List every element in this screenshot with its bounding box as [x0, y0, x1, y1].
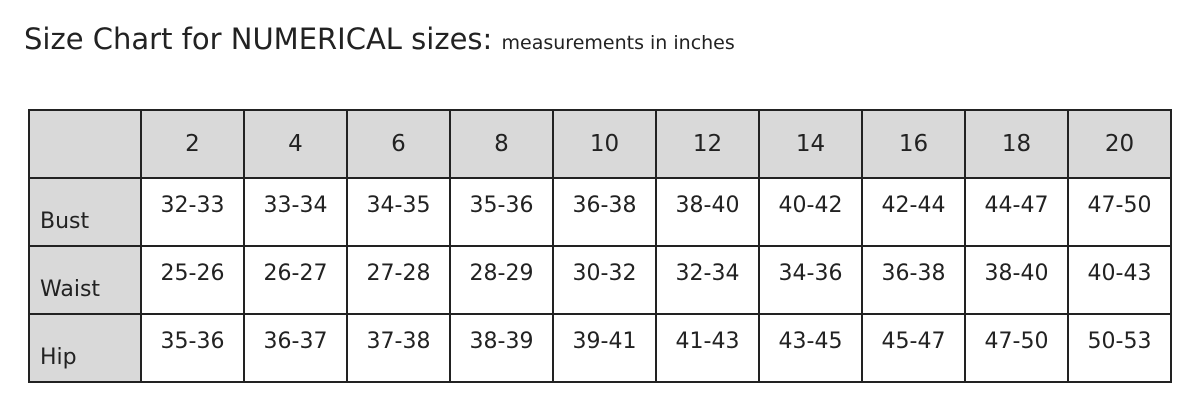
measurement-cell: 47-50 [964, 313, 1069, 383]
table-row: Hip 35-36 36-37 37-38 38-39 39-41 41-43 43-45 45… [28, 313, 1172, 383]
size-header: 10 [552, 109, 657, 179]
size-header: 18 [964, 109, 1069, 179]
table-row: Bust 32-33 33-34 34-35 35-36 36-38 38-40 40-42 4… [28, 177, 1172, 247]
measurement-cell: 50-53 [1067, 313, 1172, 383]
row-label: Bust [28, 177, 142, 247]
measurement-cell: 25-26 [140, 245, 245, 315]
measurement-cell: 43-45 [758, 313, 863, 383]
measurement-cell: 33-34 [243, 177, 348, 247]
row-label: Hip [28, 313, 142, 383]
title-main: Size Chart for NUMERICAL sizes: [24, 22, 493, 56]
measurement-cell: 40-42 [758, 177, 863, 247]
measurement-cell: 32-33 [140, 177, 245, 247]
measurement-cell: 45-47 [861, 313, 966, 383]
measurement-cell: 26-27 [243, 245, 348, 315]
measurement-cell: 40-43 [1067, 245, 1172, 315]
size-header: 20 [1067, 109, 1172, 179]
measurement-cell: 38-40 [655, 177, 760, 247]
title-subtitle: measurements in inches [501, 32, 735, 54]
measurement-cell: 30-32 [552, 245, 657, 315]
header-row: 2 4 6 8 10 12 14 16 18 20 [28, 109, 1172, 179]
measurement-cell: 28-29 [449, 245, 554, 315]
table-row: Waist 25-26 26-27 27-28 28-29 30-32 32-34 34-36… [28, 245, 1172, 315]
measurement-cell: 42-44 [861, 177, 966, 247]
measurement-cell: 32-34 [655, 245, 760, 315]
measurement-cell: 34-36 [758, 245, 863, 315]
measurement-cell: 39-41 [552, 313, 657, 383]
page-title: Size Chart for NUMERICAL sizes: measurem… [24, 22, 735, 56]
size-header: 14 [758, 109, 863, 179]
corner-cell [28, 109, 142, 179]
measurement-cell: 44-47 [964, 177, 1069, 247]
measurement-cell: 36-37 [243, 313, 348, 383]
measurement-cell: 27-28 [346, 245, 451, 315]
measurement-cell: 47-50 [1067, 177, 1172, 247]
size-header: 4 [243, 109, 348, 179]
measurement-cell: 35-36 [449, 177, 554, 247]
measurement-cell: 37-38 [346, 313, 451, 383]
measurement-cell: 36-38 [861, 245, 966, 315]
measurement-cell: 38-40 [964, 245, 1069, 315]
measurement-cell: 38-39 [449, 313, 554, 383]
measurement-cell: 36-38 [552, 177, 657, 247]
size-chart-table: 2 4 6 8 10 12 14 16 18 20 Bust 32-33 33-34 34-35 35-36… [28, 109, 1172, 383]
row-label: Waist [28, 245, 142, 315]
size-header: 8 [449, 109, 554, 179]
measurement-cell: 35-36 [140, 313, 245, 383]
size-header: 2 [140, 109, 245, 179]
measurement-cell: 34-35 [346, 177, 451, 247]
size-header: 12 [655, 109, 760, 179]
measurement-cell: 41-43 [655, 313, 760, 383]
size-header: 6 [346, 109, 451, 179]
size-header: 16 [861, 109, 966, 179]
